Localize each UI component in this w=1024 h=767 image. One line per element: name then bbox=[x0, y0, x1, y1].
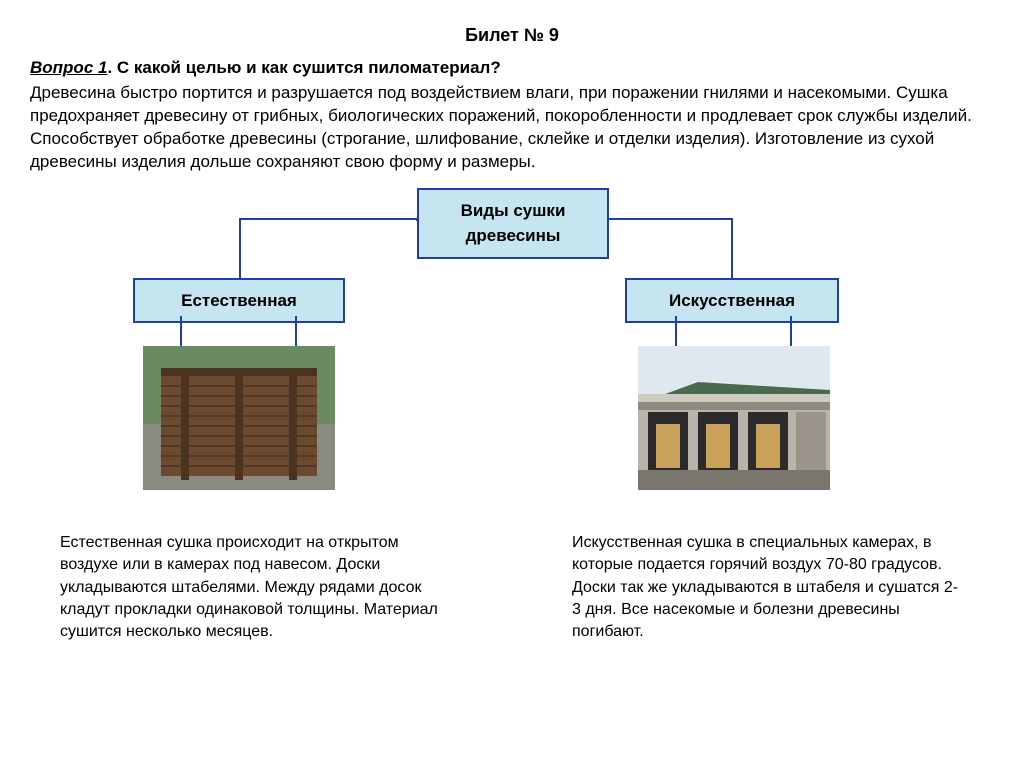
natural-drying-description: Естественная сушка происходит на открыто… bbox=[60, 532, 452, 644]
connector bbox=[239, 218, 241, 264]
question-text: . С какой целью и как сушится пиломатери… bbox=[107, 58, 500, 77]
diagram-left-box: Естественная bbox=[133, 278, 345, 324]
diagram-root-line2: древесины bbox=[433, 223, 593, 249]
connector bbox=[790, 316, 792, 346]
artificial-drying-description: Искусственная сушка в специальных камера… bbox=[572, 532, 964, 644]
question-line: Вопрос 1. С какой целью и как сушится пи… bbox=[30, 58, 994, 78]
connector bbox=[675, 316, 677, 346]
artificial-drying-image bbox=[638, 346, 830, 490]
natural-drying-image bbox=[143, 346, 335, 490]
drying-types-diagram: Виды сушки древесины Естественная Искусс… bbox=[30, 182, 994, 512]
connector bbox=[295, 316, 297, 346]
connector bbox=[609, 218, 625, 220]
question-label: Вопрос 1 bbox=[30, 58, 107, 77]
intro-paragraph: Древесина быстро портится и разрушается … bbox=[30, 82, 994, 174]
diagram-right-box: Искусственная bbox=[625, 278, 839, 324]
connector bbox=[401, 218, 417, 220]
descriptions-row: Естественная сушка происходит на открыто… bbox=[30, 512, 994, 644]
connector bbox=[625, 218, 733, 220]
connector bbox=[180, 316, 182, 346]
connector bbox=[239, 264, 241, 278]
diagram-root-line1: Виды сушки bbox=[433, 198, 593, 224]
connector bbox=[239, 218, 401, 220]
connector bbox=[731, 264, 733, 278]
connector bbox=[731, 218, 733, 264]
diagram-root-box: Виды сушки древесины bbox=[417, 188, 609, 259]
ticket-title: Билет № 9 bbox=[30, 25, 994, 46]
